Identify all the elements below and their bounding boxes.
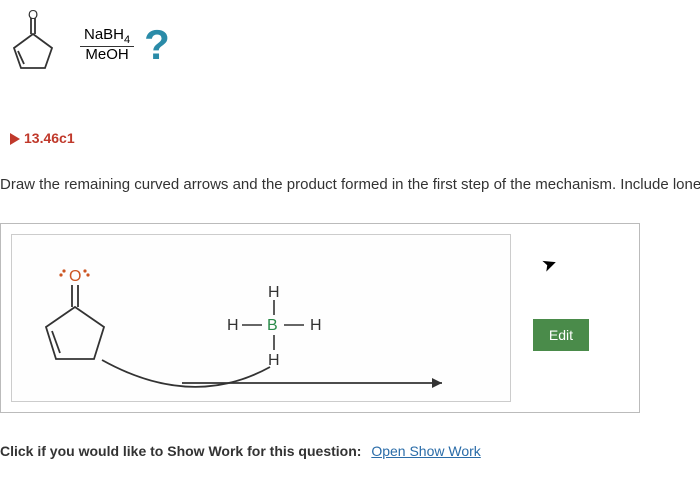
product-placeholder: ? <box>144 21 170 69</box>
problem-number: 13.46c1 <box>10 130 700 146</box>
footer-text: Click if you would like to Show Work for… <box>0 443 361 459</box>
drawing-area: O B H H H <box>0 223 640 413</box>
bh4-h-top: H <box>268 284 280 301</box>
mechanism-svg: O B H H H <box>12 235 512 403</box>
reaction-arrow: NaBH4 MeOH <box>70 27 134 64</box>
open-show-work-link[interactable]: Open Show Work <box>371 443 480 459</box>
bh4-h-bottom: H <box>268 352 280 369</box>
boron-label: B <box>267 317 278 334</box>
reaction-row: O NaBH4 MeOH ? <box>0 0 700 80</box>
cursor-icon: ➤ <box>539 252 560 277</box>
reagent-top: NaBH <box>84 26 124 43</box>
oxygen-label: O <box>69 268 81 285</box>
rxn-arrow-head <box>432 378 442 388</box>
page: O NaBH4 MeOH ? 13.46c1 Draw the remainin… <box>0 0 700 503</box>
bh4-h-right: H <box>310 317 322 334</box>
edit-button[interactable]: Edit <box>533 319 589 351</box>
problem-number-text: 13.46c1 <box>24 130 75 146</box>
mechanism-canvas[interactable]: O B H H H <box>11 234 511 402</box>
bh4-h-left: H <box>227 317 239 334</box>
cyclopentenone-icon: O <box>0 10 70 80</box>
instruction-text: Draw the remaining curved arrows and the… <box>0 176 700 193</box>
flag-icon <box>10 133 20 145</box>
show-work-footer: Click if you would like to Show Work for… <box>0 443 700 459</box>
reagent-top-sub: 4 <box>124 34 130 46</box>
reagent-bottom: MeOH <box>80 47 134 64</box>
reagent-labels: NaBH4 MeOH <box>80 27 134 64</box>
svg-text:O: O <box>28 10 38 22</box>
